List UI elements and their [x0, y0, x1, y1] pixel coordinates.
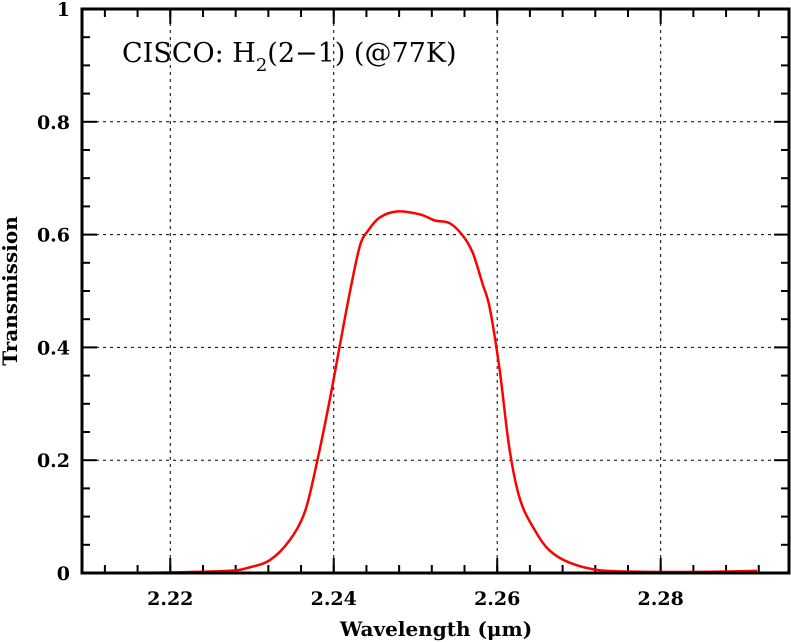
x-axis-label: Wavelength (μm) — [339, 617, 532, 641]
y-axis-label: Transmission — [0, 216, 22, 366]
y-tick-label: 1 — [57, 0, 70, 21]
y-tick-label: 0.8 — [37, 112, 70, 134]
ticks — [82, 8, 789, 574]
y-tick-label: 0.6 — [37, 225, 70, 247]
y-tick-label: 0.2 — [37, 450, 70, 472]
chart-title: CISCO: H2(2−1) (@77K) — [122, 38, 457, 76]
y-tick-label: 0 — [57, 563, 70, 585]
transmission-curve — [114, 210, 758, 575]
y-tick-label: 0.4 — [37, 337, 70, 359]
series — [114, 210, 758, 575]
x-tick-label: 2.22 — [147, 588, 193, 610]
x-tick-label: 2.26 — [474, 588, 520, 610]
plot-frame — [80, 7, 791, 575]
grid — [82, 9, 789, 573]
x-tick-label: 2.28 — [638, 588, 684, 610]
tick-labels: 2.22 2.24 2.26 2.28 0 0.2 0.4 0.6 0.8 1 — [37, 0, 684, 610]
x-tick-label: 2.24 — [311, 588, 357, 610]
